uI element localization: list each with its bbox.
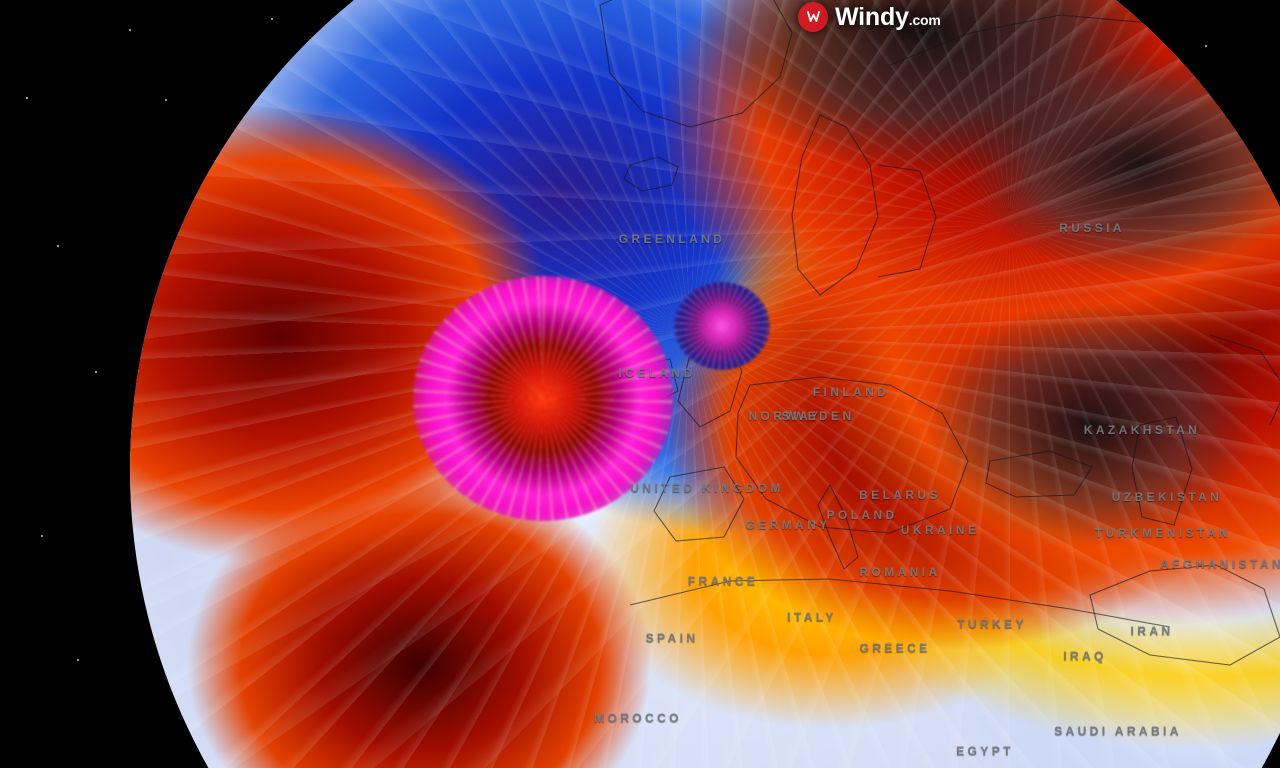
globe-limb-shading: [130, 0, 1280, 768]
windy-brand-text: Windy.com: [835, 3, 941, 32]
main-cyclone: [413, 275, 673, 521]
windy-logo-icon: [798, 2, 828, 32]
small-cyclone: [674, 282, 770, 370]
brand-tld: .com: [908, 11, 941, 28]
brand-name: Windy: [835, 2, 909, 31]
earth-globe[interactable]: [130, 0, 1280, 768]
windy-watermark[interactable]: Windy.com: [798, 2, 941, 32]
